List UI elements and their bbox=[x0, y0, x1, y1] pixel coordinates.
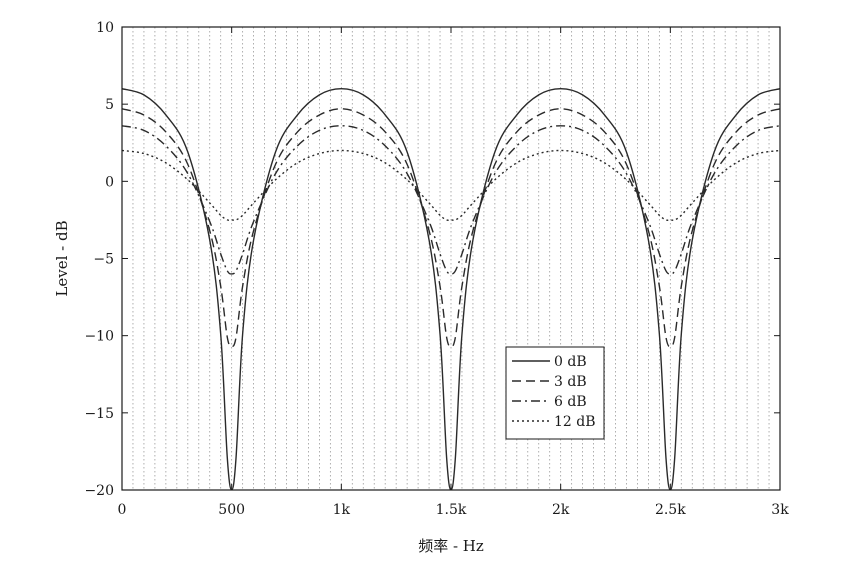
grid bbox=[132, 27, 770, 490]
y-axis-title: Level - dB bbox=[53, 220, 71, 296]
y-tick-label: 10 bbox=[96, 20, 114, 36]
y-tick-label: −5 bbox=[93, 252, 114, 268]
y-tick-label: 0 bbox=[105, 174, 114, 190]
y-tick-label: −10 bbox=[84, 329, 114, 345]
x-tick-label: 2.5k bbox=[655, 502, 686, 518]
series-line-2 bbox=[122, 125, 780, 275]
series-lines bbox=[122, 88, 780, 490]
x-tick-label: 0 bbox=[118, 502, 127, 518]
y-tick-label: −15 bbox=[84, 406, 114, 422]
legend-box bbox=[505, 346, 605, 440]
legend-label-2: 6 dB bbox=[554, 394, 587, 410]
legend: 0 dB 3 dB 6 dB 12 dB bbox=[505, 346, 605, 440]
legend-label-3: 12 dB bbox=[554, 414, 596, 430]
x-tick-label: 500 bbox=[218, 502, 245, 518]
x-tick-label: 2k bbox=[552, 502, 570, 518]
tick-labels: 0 500 1k 1.5k 2k 2.5k 3k −20 −15 −10 −5 0 5 10 bbox=[84, 20, 789, 518]
y-tick-label: −20 bbox=[84, 483, 114, 499]
y-tick-label: 5 bbox=[105, 97, 114, 113]
axis-ticks bbox=[121, 26, 781, 491]
legend-label-0: 0 dB bbox=[554, 354, 587, 370]
x-axis-title: 频率 - Hz bbox=[418, 537, 484, 555]
series-line-3 bbox=[122, 149, 780, 221]
x-tick-label: 1.5k bbox=[436, 502, 467, 518]
x-tick-label: 1k bbox=[333, 502, 351, 518]
x-tick-label: 3k bbox=[771, 502, 789, 518]
legend-label-1: 3 dB bbox=[554, 374, 587, 390]
series-line-0 bbox=[122, 88, 780, 490]
